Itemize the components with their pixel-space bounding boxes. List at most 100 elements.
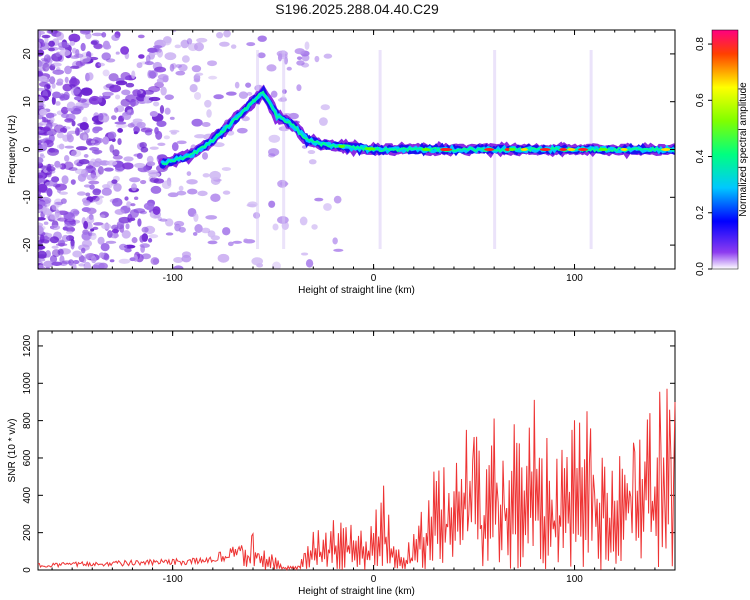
noise-speckle bbox=[79, 55, 91, 63]
x-axis-label: Height of straight line (km) bbox=[298, 285, 415, 296]
noise-speckle bbox=[55, 101, 61, 106]
noise-speckle bbox=[83, 153, 89, 158]
noise-speckle bbox=[111, 197, 123, 207]
noise-speckle bbox=[194, 224, 203, 233]
noise-speckle bbox=[133, 131, 139, 135]
noise-speckle bbox=[70, 65, 80, 69]
noise-speckle bbox=[97, 62, 106, 67]
x-tick-label: -100 bbox=[163, 273, 183, 284]
noise-speckle bbox=[286, 66, 292, 71]
noise-speckle bbox=[133, 196, 139, 200]
noise-speckle bbox=[46, 188, 53, 197]
noise-speckle bbox=[159, 218, 168, 222]
noise-speckle bbox=[236, 127, 248, 134]
noise-speckle bbox=[102, 136, 110, 145]
chart-title: S196.2025.288.04.40.C29 bbox=[275, 1, 439, 17]
x-tick-label: 100 bbox=[566, 273, 583, 284]
noise-speckle bbox=[126, 200, 131, 208]
noise-speckle bbox=[38, 75, 48, 82]
noise-speckle bbox=[83, 220, 89, 230]
noise-speckle bbox=[98, 95, 103, 103]
noise-speckle bbox=[296, 60, 305, 66]
noise-speckle bbox=[42, 142, 48, 150]
noise-speckle bbox=[213, 94, 224, 100]
snr-series-line bbox=[37, 388, 676, 571]
noise-speckle bbox=[174, 44, 182, 49]
noise-speckle bbox=[169, 116, 175, 120]
noise-speckle bbox=[232, 240, 243, 244]
noise-speckle bbox=[72, 88, 81, 95]
noise-speckle bbox=[143, 165, 148, 172]
artifact-streak bbox=[256, 50, 260, 249]
noise-speckle bbox=[164, 52, 177, 61]
ridge-hotspot bbox=[559, 148, 567, 151]
noise-speckle bbox=[114, 209, 125, 215]
y-tick-label: 800 bbox=[22, 412, 33, 429]
noise-speckle bbox=[268, 200, 276, 208]
noise-speckle bbox=[169, 129, 180, 133]
noise-speckle bbox=[149, 110, 159, 117]
noise-speckle bbox=[107, 230, 113, 238]
noise-speckle bbox=[164, 94, 174, 100]
ridge-hotspot bbox=[440, 148, 453, 151]
y-axis-label: SNR (10 * v/v) bbox=[7, 419, 18, 483]
noise-speckle bbox=[134, 162, 146, 169]
noise-speckle bbox=[129, 257, 136, 262]
noise-speckle bbox=[124, 75, 130, 81]
signal-ridge-band bbox=[161, 90, 675, 166]
ridge-hotspot bbox=[504, 148, 511, 151]
noise-speckle bbox=[85, 164, 94, 169]
noise-speckle bbox=[76, 191, 86, 196]
noise-speckle bbox=[90, 228, 95, 232]
noise-speckle bbox=[94, 158, 102, 163]
noise-speckle bbox=[51, 62, 62, 67]
ridge-hotspot bbox=[484, 148, 495, 151]
noise-speckle bbox=[222, 227, 231, 236]
noise-speckle bbox=[56, 78, 64, 85]
noise-speckle bbox=[38, 204, 43, 210]
noise-speckle bbox=[122, 162, 134, 170]
noise-speckle bbox=[111, 179, 118, 184]
noise-speckle bbox=[112, 155, 123, 160]
noise-speckle bbox=[205, 215, 218, 220]
noise-speckle bbox=[311, 224, 318, 230]
noise-speckle bbox=[114, 107, 119, 113]
noise-speckle bbox=[300, 252, 309, 256]
noise-speckle bbox=[105, 83, 115, 89]
noise-speckle bbox=[111, 224, 119, 231]
noise-speckle bbox=[61, 234, 70, 242]
noise-speckle bbox=[210, 235, 221, 241]
noise-speckle bbox=[107, 131, 117, 139]
noise-speckle bbox=[64, 145, 75, 149]
noise-speckle bbox=[147, 47, 158, 53]
noise-speckle bbox=[193, 78, 201, 83]
noise-speckle bbox=[91, 32, 104, 37]
noise-speckle bbox=[38, 70, 44, 77]
noise-speckle bbox=[83, 261, 92, 269]
noise-speckle bbox=[301, 54, 310, 62]
noise-speckle bbox=[65, 230, 74, 235]
noise-speckle bbox=[118, 258, 131, 264]
noise-speckle bbox=[132, 118, 143, 123]
noise-speckle bbox=[38, 174, 44, 179]
noise-speckle bbox=[117, 127, 124, 133]
noise-speckle bbox=[103, 43, 112, 50]
noise-speckle bbox=[136, 62, 143, 69]
noise-speckle bbox=[87, 230, 93, 237]
noise-speckle bbox=[234, 81, 240, 89]
noise-speckle bbox=[51, 83, 56, 89]
noise-speckle bbox=[314, 55, 320, 63]
colorbar-tick-label: 0.0 bbox=[695, 262, 706, 276]
noise-speckle bbox=[305, 259, 314, 268]
noise-speckle bbox=[137, 34, 145, 39]
noise-speckle bbox=[139, 141, 147, 149]
noise-speckle bbox=[191, 118, 203, 127]
noise-speckle bbox=[58, 143, 65, 150]
noise-speckle bbox=[207, 240, 218, 245]
noise-speckle bbox=[245, 82, 252, 88]
noise-speckle bbox=[38, 156, 44, 164]
noise-speckle bbox=[86, 174, 98, 181]
noise-speckle bbox=[307, 150, 316, 155]
noise-speckle bbox=[50, 117, 55, 123]
